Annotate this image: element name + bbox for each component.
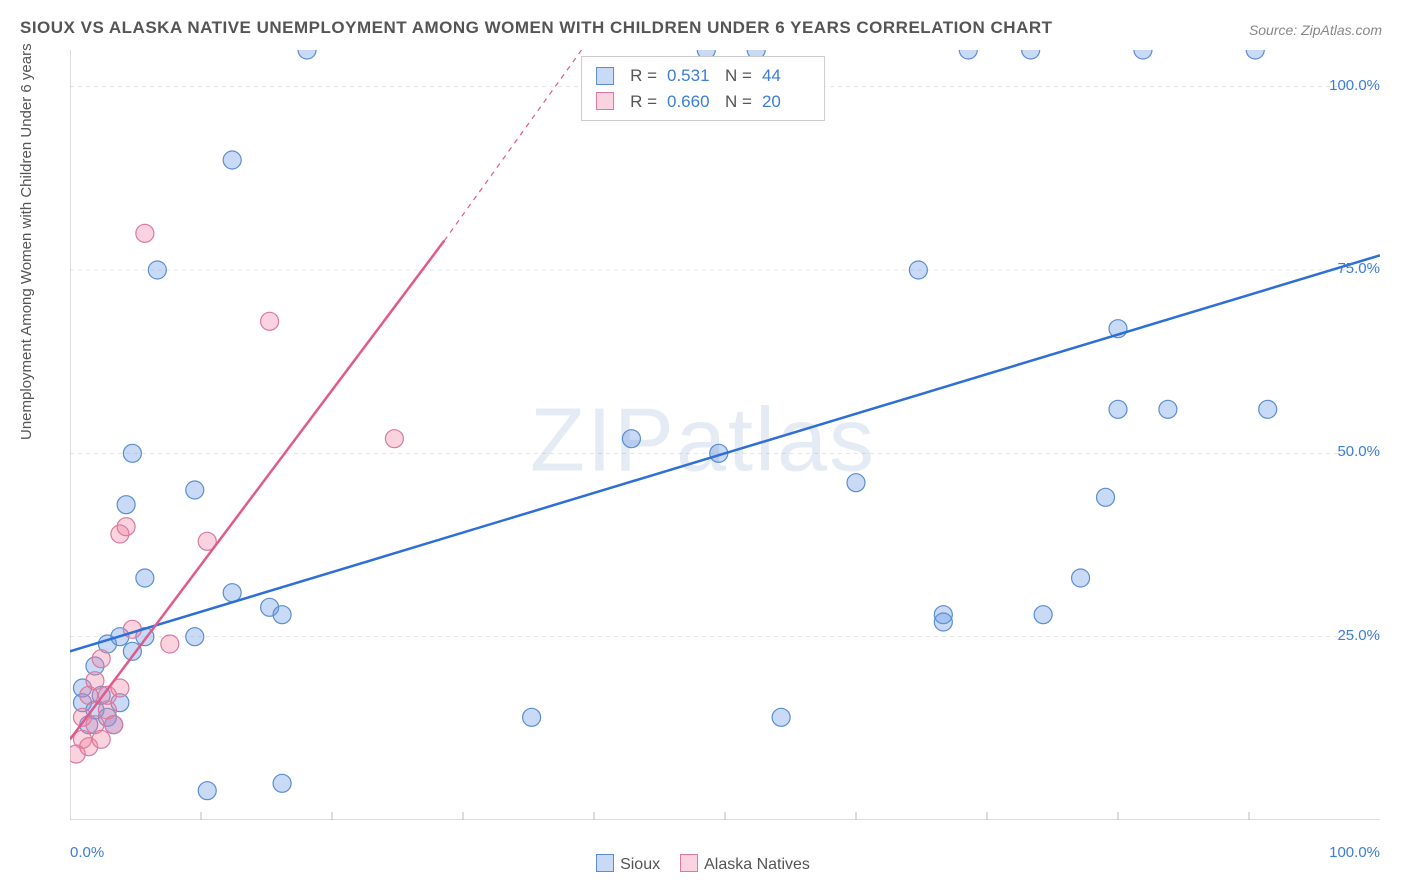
legend-label: Sioux — [620, 856, 660, 873]
legend-item: Sioux — [596, 854, 660, 874]
chart-title: SIOUX VS ALASKA NATIVE UNEMPLOYMENT AMON… — [20, 18, 1053, 38]
legend-swatch — [680, 854, 698, 872]
scatter-plot — [70, 50, 1380, 820]
legend-item: Alaska Natives — [680, 854, 810, 874]
stats-swatch — [596, 67, 614, 85]
stats-r-value: 0.531 — [667, 63, 715, 89]
y-tick-label: 25.0% — [1337, 627, 1380, 644]
legend-label: Alaska Natives — [704, 856, 810, 873]
stats-n-value: 44 — [762, 63, 810, 89]
stats-row: R = 0.531 N = 44 — [596, 63, 810, 89]
stats-legend-box: R = 0.531 N = 44 R = 0.660 N = 20 — [581, 56, 825, 121]
stats-r-label: R = — [630, 63, 657, 89]
y-tick-label: 75.0% — [1337, 260, 1380, 277]
source-attribution: Source: ZipAtlas.com — [1249, 22, 1382, 38]
series-legend: Sioux Alaska Natives — [0, 854, 1406, 874]
legend-swatch — [596, 854, 614, 872]
y-axis-label: Unemployment Among Women with Children U… — [18, 43, 35, 440]
stats-n-label: N = — [725, 63, 752, 89]
stats-n-value: 20 — [762, 89, 810, 115]
y-tick-label: 50.0% — [1337, 443, 1380, 460]
stats-r-value: 0.660 — [667, 89, 715, 115]
stats-r-label: R = — [630, 89, 657, 115]
stats-row: R = 0.660 N = 20 — [596, 89, 810, 115]
y-tick-label: 100.0% — [1329, 77, 1380, 94]
stats-n-label: N = — [725, 89, 752, 115]
stats-swatch — [596, 92, 614, 110]
